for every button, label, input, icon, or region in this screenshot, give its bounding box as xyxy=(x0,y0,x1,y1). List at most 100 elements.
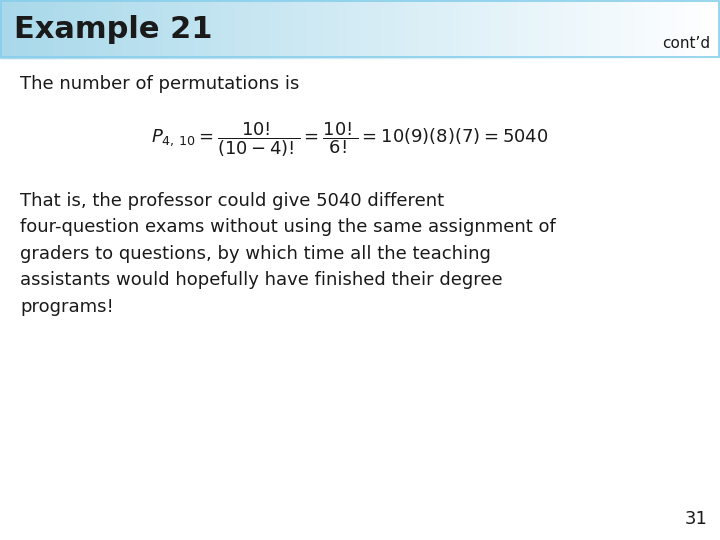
Bar xyxy=(259,0,264,58)
Bar xyxy=(533,0,537,58)
Bar xyxy=(436,0,440,58)
Bar xyxy=(374,0,379,58)
Bar xyxy=(108,0,112,58)
Bar xyxy=(137,0,141,58)
Bar xyxy=(432,0,436,58)
Bar xyxy=(72,0,76,58)
Bar xyxy=(47,0,51,58)
Bar xyxy=(317,0,321,58)
Bar xyxy=(616,0,620,58)
Bar xyxy=(407,0,411,58)
Bar xyxy=(472,0,476,58)
Bar xyxy=(382,0,386,58)
Bar xyxy=(191,0,195,58)
Bar xyxy=(119,0,123,58)
Bar xyxy=(554,0,559,58)
Bar xyxy=(245,0,249,58)
Text: That is, the professor could give 5040 different
four-question exams without usi: That is, the professor could give 5040 d… xyxy=(20,192,556,315)
Bar xyxy=(65,0,69,58)
Bar xyxy=(428,0,433,58)
Bar xyxy=(479,0,483,58)
Bar xyxy=(526,0,530,58)
Bar xyxy=(90,0,94,58)
Bar xyxy=(97,0,102,58)
Bar xyxy=(641,0,645,58)
Bar xyxy=(227,0,231,58)
Bar xyxy=(619,0,624,58)
Bar xyxy=(68,0,73,58)
Bar xyxy=(457,0,462,58)
Bar xyxy=(468,0,472,58)
Bar xyxy=(378,0,382,58)
Bar xyxy=(173,0,177,58)
Bar xyxy=(115,0,120,58)
Bar xyxy=(29,0,33,58)
Bar xyxy=(22,0,26,58)
Bar xyxy=(698,0,703,58)
Text: The number of permutations is: The number of permutations is xyxy=(20,75,300,93)
Bar xyxy=(270,0,274,58)
Bar xyxy=(666,0,670,58)
Bar xyxy=(670,0,674,58)
Bar xyxy=(490,0,494,58)
Text: $P_{4,\,10} = \dfrac{10!}{(10-4)!} = \dfrac{10!}{6!} = 10(9)(8)(7) = 5040$: $P_{4,\,10} = \dfrac{10!}{(10-4)!} = \df… xyxy=(151,120,549,159)
Bar xyxy=(475,0,480,58)
Bar xyxy=(691,0,696,58)
Bar xyxy=(169,0,174,58)
Bar xyxy=(25,0,30,58)
Bar xyxy=(497,0,501,58)
Bar xyxy=(83,0,87,58)
Bar xyxy=(634,0,638,58)
Bar xyxy=(562,0,566,58)
Bar xyxy=(40,0,44,58)
Bar xyxy=(572,0,577,58)
Bar xyxy=(630,0,634,58)
Bar xyxy=(130,0,134,58)
Bar xyxy=(511,0,516,58)
Bar xyxy=(148,0,152,58)
Bar xyxy=(176,0,181,58)
Bar xyxy=(356,0,361,58)
Text: cont’d: cont’d xyxy=(662,36,710,51)
Bar xyxy=(112,0,116,58)
Bar xyxy=(248,0,253,58)
Bar xyxy=(569,0,573,58)
Bar xyxy=(403,0,408,58)
Bar xyxy=(194,0,199,58)
Bar xyxy=(101,0,105,58)
Bar xyxy=(0,0,4,58)
Bar xyxy=(299,0,303,58)
Bar xyxy=(652,0,656,58)
Bar xyxy=(198,0,202,58)
Bar xyxy=(396,0,400,58)
Bar xyxy=(439,0,444,58)
Bar xyxy=(288,0,292,58)
Bar xyxy=(50,0,55,58)
Bar xyxy=(421,0,426,58)
Bar xyxy=(205,0,210,58)
Bar xyxy=(414,0,418,58)
Bar xyxy=(238,0,242,58)
Bar xyxy=(187,0,192,58)
Bar xyxy=(7,0,12,58)
Bar xyxy=(446,0,451,58)
Bar xyxy=(536,0,541,58)
Bar xyxy=(54,0,58,58)
Bar xyxy=(623,0,627,58)
Bar xyxy=(306,0,310,58)
Bar xyxy=(4,0,8,58)
Bar xyxy=(655,0,660,58)
Bar xyxy=(61,0,66,58)
Bar xyxy=(461,0,465,58)
Bar xyxy=(58,0,62,58)
Bar xyxy=(454,0,458,58)
Bar xyxy=(576,0,580,58)
Bar xyxy=(349,0,354,58)
Bar xyxy=(364,0,368,58)
Bar xyxy=(418,0,422,58)
Bar xyxy=(547,0,552,58)
Bar xyxy=(11,0,15,58)
Bar xyxy=(277,0,282,58)
Bar xyxy=(371,0,375,58)
Bar xyxy=(310,0,314,58)
